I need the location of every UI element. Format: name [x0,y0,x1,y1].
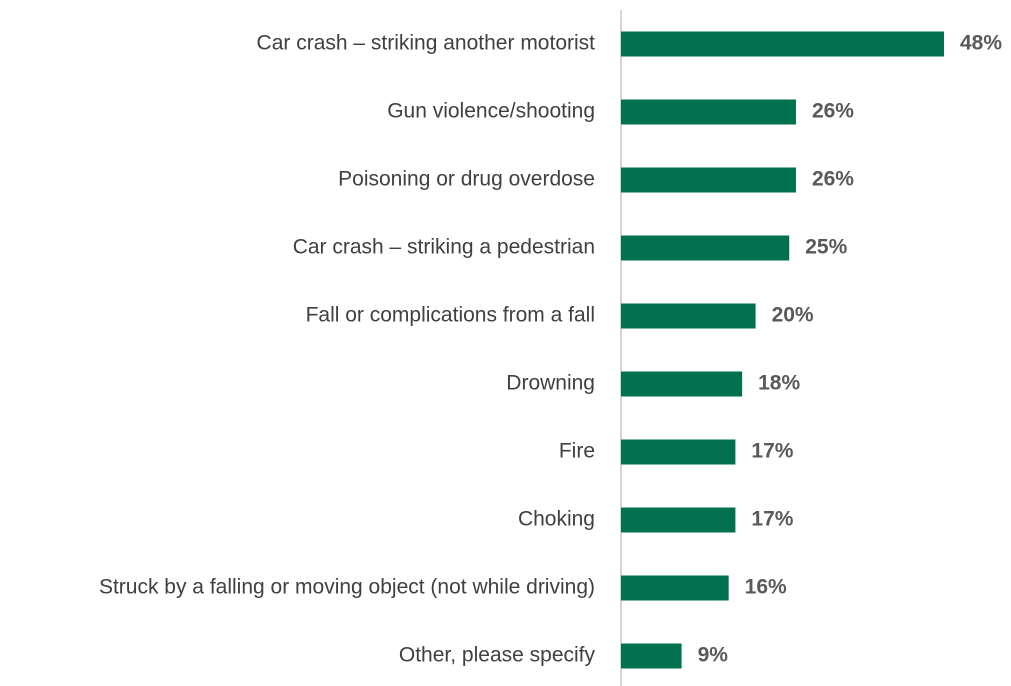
category-label: Poisoning or drug overdose [338,168,595,191]
value-label: 26% [812,168,854,191]
category-label: Fall or complications from a fall [306,304,595,327]
value-label: 17% [751,440,793,463]
bar [621,575,729,601]
category-label: Drowning [506,372,595,395]
bar [621,303,756,329]
bar [621,235,790,261]
value-label: 25% [805,236,847,259]
category-label: Car crash – striking another motorist [257,32,596,55]
category-label: Other, please specify [399,644,596,667]
bar [621,31,944,57]
category-label: Car crash – striking a pedestrian [293,236,595,259]
bar [621,99,796,125]
value-label: 18% [758,372,800,395]
bar [621,643,682,669]
value-label: 20% [772,304,814,327]
category-label: Struck by a falling or moving object (no… [99,576,595,599]
category-label: Gun violence/shooting [387,100,595,123]
bar [621,167,796,193]
category-label: Choking [518,508,595,531]
bar [621,439,736,465]
value-label: 16% [745,576,787,599]
category-label: Fire [559,440,595,463]
value-label: 26% [812,100,854,123]
value-label: 17% [751,508,793,531]
bar [621,371,743,397]
value-label: 9% [698,644,729,667]
bar [621,507,736,533]
value-label: 48% [960,32,1002,55]
